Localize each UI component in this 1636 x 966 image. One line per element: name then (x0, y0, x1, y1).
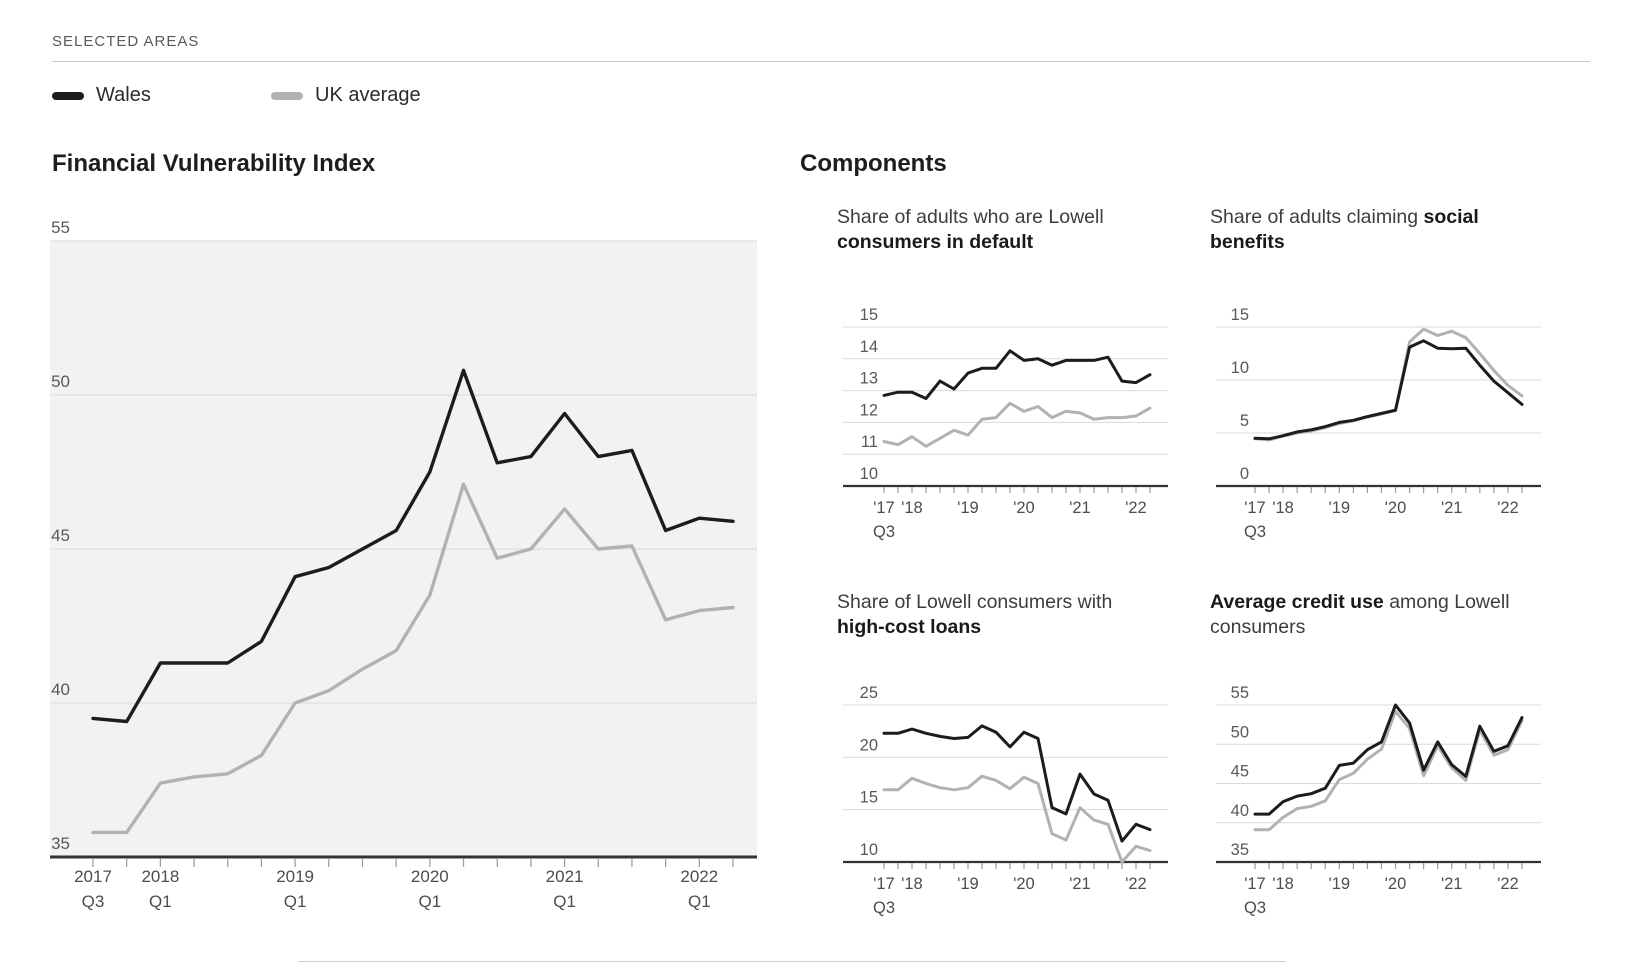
svg-text:2020: 2020 (411, 867, 449, 886)
component-title-average-credit-use: Average credit use among Lowell consumer… (1210, 591, 1510, 638)
svg-text:10: 10 (860, 465, 878, 483)
svg-text:'18: '18 (901, 875, 923, 893)
svg-text:55: 55 (51, 218, 70, 237)
svg-text:2022: 2022 (680, 867, 718, 886)
svg-text:'19: '19 (957, 875, 979, 893)
svg-text:Q1: Q1 (149, 892, 172, 911)
top-divider (52, 61, 1590, 62)
selected-areas-label: SELECTED AREAS (52, 33, 200, 50)
high-cost-loans-chart: 25 20 15 10 '17 Q3 '18 '19 '20 '21 '22 (843, 684, 1168, 917)
svg-text:0: 0 (1240, 465, 1249, 483)
svg-text:'18: '18 (1272, 875, 1294, 893)
svg-text:15: 15 (860, 789, 878, 807)
svg-text:15: 15 (1231, 306, 1249, 324)
svg-text:20: 20 (860, 736, 878, 754)
svg-text:'20: '20 (1385, 499, 1407, 517)
svg-text:45: 45 (51, 526, 70, 545)
svg-text:2017: 2017 (74, 867, 112, 886)
svg-text:'17: '17 (873, 875, 895, 893)
svg-text:'20: '20 (1013, 499, 1035, 517)
component-title-high-cost-loans: Share of Lowell consumers with high-cost… (837, 591, 1113, 638)
social-benefits-chart: 15 10 5 0 '17 Q3 '18 '19 '20 '21 '22 (1216, 306, 1541, 541)
legend-item-wales[interactable]: Wales (52, 84, 227, 107)
component-title-social-benefits: Share of adults claiming social benefits (1210, 206, 1479, 253)
svg-text:'22: '22 (1497, 499, 1519, 517)
svg-text:'20: '20 (1385, 875, 1407, 893)
svg-text:12: 12 (860, 401, 878, 419)
component-title-consumers-in-default: Share of adults who are Lowell consumers… (837, 206, 1104, 253)
svg-text:55: 55 (1231, 684, 1249, 702)
legend-label: UK average (315, 84, 421, 106)
svg-text:10: 10 (1231, 359, 1249, 377)
svg-text:11: 11 (861, 433, 878, 451)
area-legend: Wales UK average (52, 84, 446, 107)
svg-text:25: 25 (860, 684, 878, 702)
svg-text:'21: '21 (1069, 875, 1091, 893)
svg-text:Q3: Q3 (1244, 899, 1266, 917)
wales-line-swatch (52, 91, 84, 100)
legend-label: Wales (96, 84, 151, 106)
svg-text:'22: '22 (1125, 499, 1147, 517)
svg-text:50: 50 (51, 372, 70, 391)
components-heading: Components (800, 150, 947, 177)
svg-text:'22: '22 (1497, 875, 1519, 893)
svg-text:40: 40 (51, 680, 70, 699)
svg-text:Q1: Q1 (418, 892, 441, 911)
svg-text:Q1: Q1 (688, 892, 711, 911)
svg-text:Q3: Q3 (82, 892, 105, 911)
svg-text:'17: '17 (1244, 499, 1266, 517)
consumers-in-default-chart: 15 14 13 12 11 10 '17 Q3 '18 '19 '20 '21 '22 (843, 306, 1168, 541)
svg-text:Q1: Q1 (553, 892, 576, 911)
svg-text:Q3: Q3 (1244, 523, 1266, 541)
svg-text:'17: '17 (1244, 875, 1266, 893)
svg-text:'18: '18 (901, 499, 923, 517)
svg-text:2018: 2018 (141, 867, 179, 886)
svg-text:Q1: Q1 (284, 892, 307, 911)
svg-text:'19: '19 (957, 499, 979, 517)
svg-text:'19: '19 (1329, 499, 1351, 517)
uk-average-line-swatch (271, 91, 303, 100)
svg-text:Q3: Q3 (873, 523, 895, 541)
svg-text:13: 13 (860, 370, 878, 388)
svg-text:'21: '21 (1069, 499, 1091, 517)
svg-text:'20: '20 (1013, 875, 1035, 893)
svg-text:2021: 2021 (546, 867, 584, 886)
svg-text:15: 15 (860, 306, 878, 324)
svg-text:Q3: Q3 (873, 899, 895, 917)
svg-text:'17: '17 (873, 499, 895, 517)
svg-text:'18: '18 (1272, 499, 1294, 517)
average-credit-use-chart: 55 50 45 40 35 '17 Q3 '18 '19 '20 '21 '22 (1216, 684, 1541, 917)
svg-text:14: 14 (860, 338, 878, 356)
svg-text:'21: '21 (1441, 499, 1463, 517)
svg-text:35: 35 (1231, 841, 1249, 859)
svg-text:45: 45 (1231, 763, 1249, 781)
svg-text:'21: '21 (1441, 875, 1463, 893)
svg-text:5: 5 (1240, 412, 1249, 430)
legend-item-uk-average[interactable]: UK average (271, 84, 446, 107)
page-title-fvi: Financial Vulnerability Index (52, 150, 376, 177)
svg-text:10: 10 (860, 841, 878, 859)
bottom-divider (298, 961, 1286, 962)
svg-text:2019: 2019 (276, 867, 314, 886)
svg-text:35: 35 (51, 834, 70, 853)
svg-text:'19: '19 (1329, 875, 1351, 893)
svg-text:40: 40 (1231, 802, 1249, 820)
svg-text:'22: '22 (1125, 875, 1147, 893)
svg-text:50: 50 (1231, 723, 1249, 741)
